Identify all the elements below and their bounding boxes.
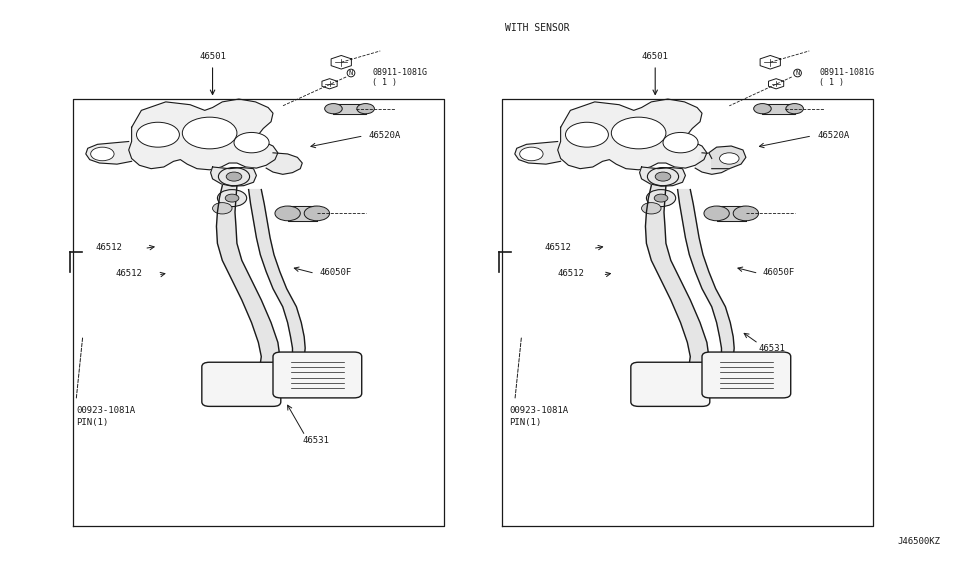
Circle shape: [226, 172, 242, 181]
Polygon shape: [211, 167, 256, 186]
Circle shape: [182, 117, 237, 149]
Polygon shape: [249, 190, 305, 358]
Polygon shape: [515, 142, 561, 164]
FancyBboxPatch shape: [702, 352, 791, 398]
Circle shape: [655, 172, 671, 181]
Circle shape: [225, 194, 239, 202]
Text: J46500KZ: J46500KZ: [898, 538, 941, 547]
Circle shape: [217, 190, 247, 207]
Circle shape: [646, 190, 676, 207]
Polygon shape: [762, 104, 795, 114]
Circle shape: [566, 122, 608, 147]
Polygon shape: [86, 142, 132, 164]
Polygon shape: [709, 146, 746, 169]
FancyBboxPatch shape: [273, 352, 362, 398]
Text: 46520A: 46520A: [369, 131, 401, 140]
Text: 46512: 46512: [115, 269, 142, 278]
Text: 46512: 46512: [96, 243, 123, 252]
Text: 46512: 46512: [544, 243, 571, 252]
Circle shape: [325, 104, 342, 114]
Circle shape: [91, 147, 114, 161]
Circle shape: [234, 132, 269, 153]
Polygon shape: [558, 99, 707, 170]
Circle shape: [213, 203, 232, 214]
Polygon shape: [717, 206, 746, 221]
Text: PIN(1): PIN(1): [509, 418, 541, 427]
Text: N: N: [796, 70, 799, 76]
Polygon shape: [288, 206, 317, 221]
Circle shape: [720, 153, 739, 164]
Text: 00923-1081A: 00923-1081A: [509, 406, 568, 415]
Polygon shape: [216, 186, 280, 363]
Text: 46501: 46501: [199, 53, 226, 62]
FancyBboxPatch shape: [202, 362, 281, 406]
Polygon shape: [640, 167, 685, 186]
Circle shape: [520, 147, 543, 161]
Text: WITH SENSOR: WITH SENSOR: [505, 23, 569, 33]
Circle shape: [733, 206, 759, 221]
Circle shape: [357, 104, 374, 114]
Text: 46050F: 46050F: [762, 268, 795, 277]
Circle shape: [218, 168, 250, 186]
Polygon shape: [129, 99, 278, 170]
Circle shape: [654, 194, 668, 202]
Circle shape: [647, 168, 679, 186]
Circle shape: [304, 206, 330, 221]
Text: 46512: 46512: [558, 269, 585, 278]
Text: 46501: 46501: [642, 53, 669, 62]
Text: 46050F: 46050F: [320, 268, 352, 277]
Polygon shape: [678, 190, 734, 358]
Circle shape: [136, 122, 179, 147]
Text: N: N: [349, 70, 353, 76]
Polygon shape: [266, 153, 302, 174]
Text: 08911-1081G: 08911-1081G: [819, 68, 874, 77]
Text: 08911-1081G: 08911-1081G: [372, 68, 427, 77]
Circle shape: [754, 104, 771, 114]
Text: 46520A: 46520A: [817, 131, 849, 140]
FancyBboxPatch shape: [631, 362, 710, 406]
Polygon shape: [645, 186, 709, 363]
Text: ( 1 ): ( 1 ): [372, 78, 398, 87]
Text: ( 1 ): ( 1 ): [819, 78, 844, 87]
Circle shape: [642, 203, 661, 214]
Circle shape: [704, 206, 729, 221]
Text: PIN(1): PIN(1): [76, 418, 108, 427]
Circle shape: [611, 117, 666, 149]
Circle shape: [663, 132, 698, 153]
Text: 46531: 46531: [759, 344, 786, 353]
Text: 00923-1081A: 00923-1081A: [76, 406, 136, 415]
Polygon shape: [695, 153, 731, 174]
Text: 46531: 46531: [302, 436, 330, 445]
Circle shape: [786, 104, 803, 114]
Polygon shape: [333, 104, 366, 114]
Circle shape: [275, 206, 300, 221]
